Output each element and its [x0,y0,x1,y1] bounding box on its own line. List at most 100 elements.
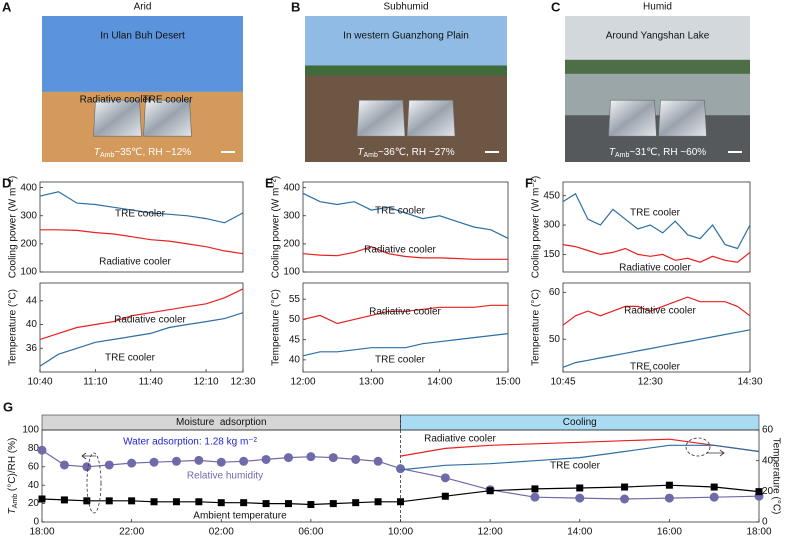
marker [284,500,292,508]
panel-letter: G [3,399,13,414]
y-tick-label: 80 [28,443,40,454]
photo-field [305,65,507,76]
marker [306,452,316,462]
plot-frame [39,282,244,373]
marker [307,501,315,509]
y-tick-label: 44 [26,295,38,306]
x-tick-label: 02:00 [209,527,234,538]
y-tick-label: 300 [283,210,300,221]
marker [665,481,673,489]
marker [374,498,382,506]
x-tick-label: 18:00 [746,527,771,538]
y-tick-label: 0 [33,517,39,528]
y-tick-label: 36 [26,343,38,354]
series-line [39,288,244,340]
marker [351,454,361,464]
y-tick-label: 150 [543,249,560,260]
x-tick-label: 11:40 [139,377,164,388]
marker [531,485,539,493]
series-label: TRE cooler [375,355,426,366]
x-tick-label: 10:45 [550,377,575,388]
guide-arrow [81,452,96,460]
panel-letter: E [265,175,274,190]
label-part: ~36℃, RH ~27% [378,147,455,158]
phase-label: Cooling [563,417,597,428]
series-line [400,438,760,457]
y2-tick-label: 20 [762,486,774,497]
x-tick-label: 10:40 [27,377,52,388]
y-tick-label: 100 [283,267,300,278]
marker [664,493,674,503]
y-tick-label: 300 [20,210,37,221]
marker [530,492,540,502]
photo-place: In western Guanzhong Plain [343,31,469,42]
marker [621,483,629,491]
y-tick-label: 200 [283,239,300,250]
series-line [302,246,508,260]
label-sub: Amb [100,152,115,159]
x-tick-label: 16:00 [657,527,682,538]
series-label: TRE cooler [550,461,601,472]
series-label: Radiative cooler [369,307,441,318]
series-line [562,244,751,263]
series-label: Radiative cooler [424,434,496,445]
x-tick-label: 12:30 [638,377,663,388]
y2-tick-label: 0 [762,517,768,528]
series-line [302,333,509,357]
marker [105,497,113,505]
plot-frame [39,181,244,273]
series-label: Relative humidity [187,471,263,482]
series-label: TRE cooler [105,353,156,364]
photo-sky [42,16,243,92]
y-axis-label: Cooling power (W m⁻²) [8,176,19,279]
y-tick-label: 50 [289,314,301,325]
cooler-device [143,99,192,137]
marker [38,495,46,503]
y-axis-label: Cooling power (W m⁻²) [531,176,542,279]
cooler-device [356,99,406,137]
cooler-device [608,99,657,137]
annotation: Water adsorption: 1.28 kg m⁻² [123,437,258,448]
photo-ground [42,91,243,162]
x-tick-label: 12:10 [194,377,219,388]
photo-ground [305,71,507,162]
marker [194,455,204,465]
label-part: T [357,147,364,158]
marker [373,456,383,466]
guide-ellipse [86,452,102,514]
x-tick-label: 13:00 [359,377,384,388]
x-tick-label: 22:00 [119,527,144,538]
phase-label: Moisture adsorption [176,417,267,428]
series-label: Radiative cooler [114,315,186,326]
marker [150,498,158,506]
label-part: (°C)/RH (%) [7,438,18,494]
label: TAmb~36℃, RH ~27% [357,147,454,160]
plot-frame [562,282,751,373]
marker [576,484,584,492]
y-tick-label: 60 [28,461,40,472]
y-axis-label: Temperature (°C) [271,289,282,366]
y-tick-label: 300 [543,220,560,231]
series-line [562,192,751,250]
series-line [302,192,509,239]
series-label: Radiative cooler [619,263,691,274]
y-axis-label: Temperature (°C) [531,289,542,366]
label-sub: Amb [615,152,630,159]
marker [195,498,203,506]
panel-letter: F [525,175,533,190]
photo-title: Humid [643,2,672,13]
label-sub: Amb [12,494,19,509]
y-tick-label: 100 [22,425,39,436]
x-tick-label: 12:30 [230,377,255,388]
marker [59,460,69,470]
plot-frame [302,181,509,273]
x-tick-label: 10:00 [388,527,413,538]
cooler-device [658,99,707,137]
y2-axis-label: Temperature (°C) [770,438,781,515]
marker [171,456,181,466]
panel-letter: D [2,175,11,190]
series-line [400,444,760,471]
label-part: T [94,147,101,158]
photo-sky [305,16,507,72]
photo-hill [565,59,750,74]
